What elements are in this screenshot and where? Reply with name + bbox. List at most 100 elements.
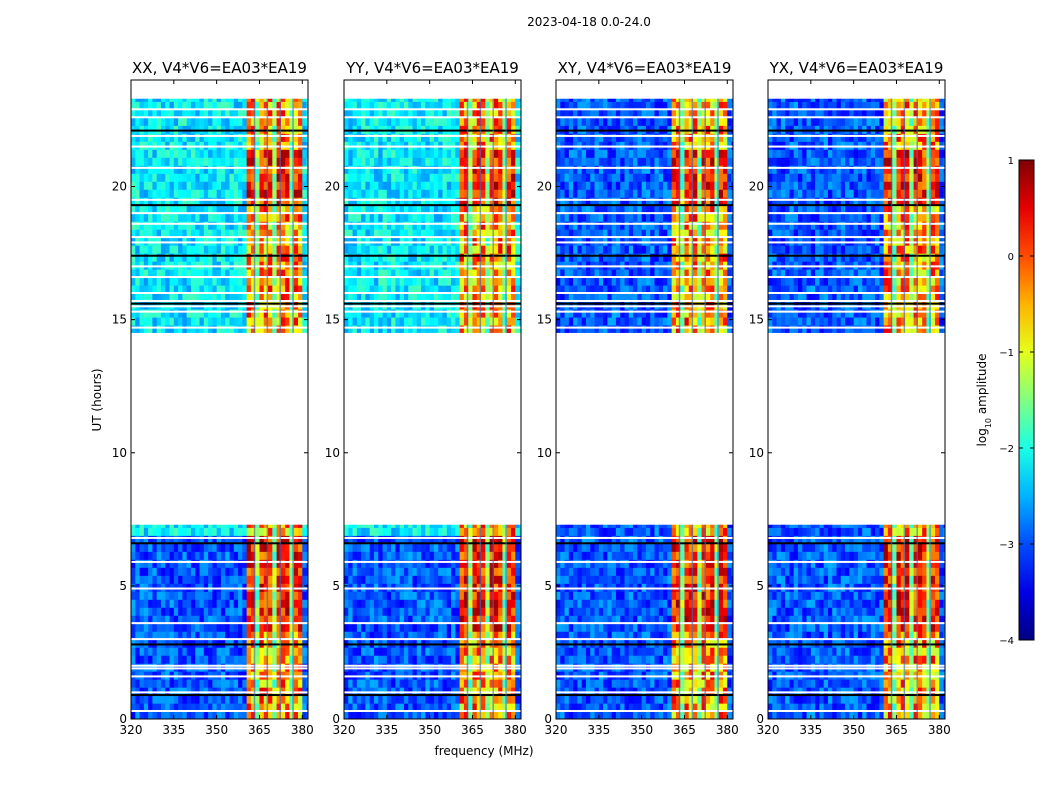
spectrogram-cell [361,205,367,214]
spectrogram-cell [485,229,491,238]
spectrogram-cell [493,559,499,568]
spectrogram-cell [502,671,508,680]
spectrogram-cell [442,671,448,680]
spectrogram-cell [186,125,192,134]
spectrogram-cell [255,583,261,592]
spectrogram-cell [391,157,396,166]
spectrogram-cell [233,615,239,624]
spectrogram-cell [199,285,205,294]
spectrogram-cell [233,535,239,544]
spectrogram-cell [178,559,183,568]
spectrogram-cell [459,324,465,334]
spectrogram-cell [369,181,375,190]
spectrogram-cell [143,679,149,688]
spectrogram-cell [285,647,291,656]
spectrogram-cell [178,663,183,672]
spectrogram-cell [356,229,362,238]
spectrogram-cell [658,711,664,719]
spectrogram-cell [195,277,201,286]
spectrogram-cell [506,261,512,270]
spectrogram-cell [268,575,273,584]
spectrogram-cell [306,655,308,664]
spectrogram-cell [705,679,711,688]
spectrogram-cell [216,181,222,190]
spectrogram-cell [148,245,154,254]
spectrogram-cell [280,245,286,254]
spectrogram-cell [378,695,384,704]
spectrogram-cell [421,173,426,182]
spectrogram-cell [298,205,303,214]
spectrogram-cell [190,149,196,158]
spectrogram-cell [229,101,235,110]
spectrogram-cell [519,133,521,142]
spectrogram-cell [156,631,162,640]
spectrogram-cell [451,285,456,294]
spectrogram-cell [199,711,205,719]
spectrogram-cell [268,543,273,552]
spectrogram-cell [451,269,456,278]
spectrogram-cell [169,308,175,318]
spectrogram-cell [429,229,435,238]
spectrogram-cell [182,101,188,110]
spectrogram-cell [289,269,295,278]
spectrogram-cell [459,173,465,182]
spectrogram-cell [442,261,448,270]
spectrogram-cell [182,213,188,222]
spectrogram-cell [195,615,201,624]
spectrogram-cell [485,623,491,632]
spectrogram-cell [459,567,465,576]
spectrogram-cell [399,623,405,632]
spectrogram-cell [365,695,371,704]
spectrogram-cell [506,181,512,190]
spectrogram-cell [195,308,201,318]
spectrogram-cell [139,125,145,134]
spectrogram-cell [268,655,273,664]
spectrogram-cell [250,687,256,696]
spectrogram-cell [433,237,439,246]
spectrogram-cell [139,316,145,326]
spectrogram-cell [356,98,362,102]
spectrogram-cell [564,687,570,696]
spectrogram-cell [148,133,154,142]
spectrogram-cell [160,133,166,142]
spectrogram-cell [498,181,504,190]
spectrogram-cell [416,655,422,664]
spectrogram-cell [519,213,521,222]
spectrogram-cell [476,631,482,640]
spectrogram-cell [173,117,179,126]
spectrogram-cell [395,269,401,278]
spectrogram-cell [152,591,158,600]
spectrogram-cell [378,173,384,182]
spectrogram-cell [594,695,600,704]
spectrogram-cell [344,308,349,318]
spectrogram-cell [391,253,396,262]
spectrogram-cell [451,117,456,126]
spectrogram-cell [603,695,608,704]
spectrogram-cell [220,205,226,214]
spectrogram-cell [344,324,349,334]
spectrogram-cell [485,109,491,118]
spectrogram-cell [382,101,388,110]
spectrogram-cell [173,623,179,632]
spectrogram-cell [131,324,136,334]
spectrogram-cell [399,165,405,174]
spectrogram-cell [203,639,209,648]
spectrogram-cell [671,687,677,696]
spectrogram-cell [152,165,158,174]
spectrogram-cell [425,703,431,712]
spectrogram-cell [246,591,252,600]
spectrogram-cell [361,687,367,696]
spectrogram-cell [451,631,456,640]
spectrogram-cell [190,583,196,592]
spectrogram-cell [468,559,474,568]
spectrogram-cell [451,591,456,600]
spectrogram-cell [481,117,486,126]
spectrogram-cell [212,316,218,326]
spectrogram-cell [425,261,431,270]
spectrogram-cell [502,285,508,294]
spectrogram-cell [369,117,375,126]
spectrogram-cell [412,197,418,206]
spectrogram-cell [280,583,286,592]
spectrogram-cell [143,316,149,326]
spectrogram-cell [203,181,209,190]
